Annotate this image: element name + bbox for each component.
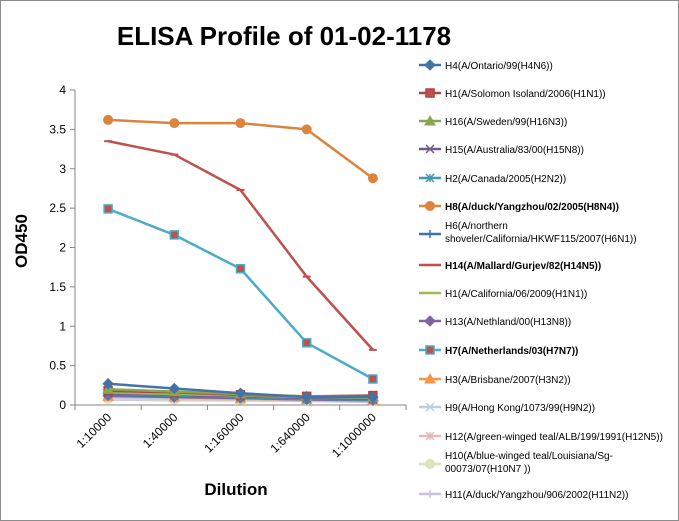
data-point [301,338,312,348]
y-tick-label: 3.5 [49,122,66,136]
legend-swatch-marker [425,88,435,98]
legend-item: H12(A/green-winged teal/ALB/199/1991(H12… [419,431,663,443]
legend-swatch-marker [424,372,436,384]
legend-label: H16(A/Sweden/99(H16N3)) [445,117,567,128]
legend-label: H8(A/duck/Yangzhou/02/2005(H8N4)) [445,202,619,213]
x-axis-title: Dilution [204,480,267,499]
series-line [107,139,374,351]
legend-swatch-marker [424,59,436,71]
y-tick-label: 3 [59,162,66,176]
legend-item: H1(A/Solomon Isoland/2006(H1N1)) [419,88,606,100]
x-tick-label: 1:1000000 [329,410,379,460]
legend-label: H14(A/Mallard/Gurjev/82(H14N5)) [445,261,601,272]
data-point [234,387,247,399]
legend-item: H6(A/northern shoveler/California/HKWF115… [419,221,637,245]
legend-label: H10(A/blue-winged teal/Louisiana/Sg-0007… [445,451,613,475]
legend-item: H14(A/Mallard/Gurjev/82(H14N5)) [419,261,601,272]
legend-item: H8(A/duck/Yangzhou/02/2005(H8N4)) [419,201,619,213]
data-point [301,124,312,135]
legend-item: H13(A/Nethland/00(H13N8)) [419,315,571,328]
x-tick-label: 1:40000 [140,410,181,451]
legend-item: H3(A/Brisbane/2007(H3N2)) [419,372,571,386]
legend-swatch-marker [424,315,436,327]
y-tick-label: 2 [59,241,66,255]
data-point [300,391,313,403]
data-point [169,230,180,240]
legend-item: H15(A/Australia/83/00(H15N8)) [419,144,584,156]
data-point [103,114,114,125]
legend-item: H9(A/Hong Kong/1073/99(H9N2)) [419,402,595,414]
data-point [102,378,114,390]
legend-label: H13(A/Nethland/00(H13N8)) [445,317,571,328]
y-tick-label: 2.5 [49,201,66,215]
legend-swatch-marker [425,402,435,412]
series-10 [103,204,378,384]
y-tick-label: 1.5 [49,280,66,294]
data-point [169,118,180,129]
y-axis-title: OD450 [12,214,31,268]
legend-swatch-marker [426,490,434,498]
data-point [168,382,181,395]
y-tick-label: 4 [59,83,66,97]
x-tick-label: 1:10000 [74,410,115,451]
legend-swatch-marker [425,201,435,211]
data-point [235,118,246,129]
x-tick-label: 1:640000 [268,410,314,456]
series-7 [104,139,377,351]
data-point [367,173,378,184]
legend-swatch-marker [425,431,435,441]
legend-item: H7(A/Netherlands/03(H7N7)) [419,345,578,357]
series-0 [102,378,379,403]
legend-label: H3(A/Brisbane/2007(H3N2)) [445,375,571,386]
data-point [235,264,246,274]
y-tick-label: 0 [59,398,66,412]
legend-label: H7(A/Netherlands/03(H7N7)) [445,346,578,357]
legend-swatch-marker [425,144,435,154]
data-point [368,374,378,384]
y-tick-label: 0.5 [49,359,66,373]
legend-swatch-marker [424,114,436,126]
x-tick-label: 1:160000 [201,410,247,456]
legend-label: H6(A/northern shoveler/California/HKWF115… [445,221,637,245]
legend-item: H16(A/Sweden/99(H16N3)) [419,114,567,128]
legend-swatch-marker [425,459,435,469]
legend-item: H2(A/Canada/2005(H2N2)) [419,173,566,185]
series-layer [102,114,379,407]
legend-label: H9(A/Hong Kong/1073/99(H9N2)) [445,403,595,414]
series-line [107,207,374,381]
legend-label: H2(A/Canada/2005(H2N2)) [445,174,566,185]
legend-item: H4(A/Ontario/99(H4N6)) [419,59,553,72]
data-point [103,204,113,214]
legend-swatch-marker [425,345,435,355]
legend-label: H1(A/California/06/2009(H1N1)) [445,289,587,300]
legend-item: H1(A/California/06/2009(H1N1)) [419,289,587,300]
legend: H4(A/Ontario/99(H4N6)) H1(A/Solomon Isola… [419,59,663,501]
legend-item: H11(A/duck/Yangzhou/906/2002(H11N2)) [419,490,628,501]
series-5 [103,114,378,184]
legend-label: H15(A/Australia/83/00(H15N8)) [445,145,584,156]
legend-swatch-marker [425,173,435,183]
legend-label: H12(A/green-winged teal/ALB/199/1991(H12… [445,432,663,443]
axes: 0 0.5 1 1.5 2 2.5 3 3.5 4 1:10000 1:40000 1:160000 1… [49,83,407,460]
y-tick-label: 1 [59,319,66,333]
legend-swatch-marker [426,230,434,238]
legend-item: H10(A/blue-winged teal/Louisiana/Sg-0007… [419,451,613,475]
chart-title: ELISA Profile of 01-02-1178 [117,21,451,51]
legend-label: H1(A/Solomon Isoland/2006(H1N1)) [445,89,606,100]
legend-label: H11(A/duck/Yangzhou/906/2002(H11N2)) [445,490,628,501]
data-point [367,391,379,403]
legend-label: H4(A/Ontario/99(H4N6)) [445,61,553,72]
